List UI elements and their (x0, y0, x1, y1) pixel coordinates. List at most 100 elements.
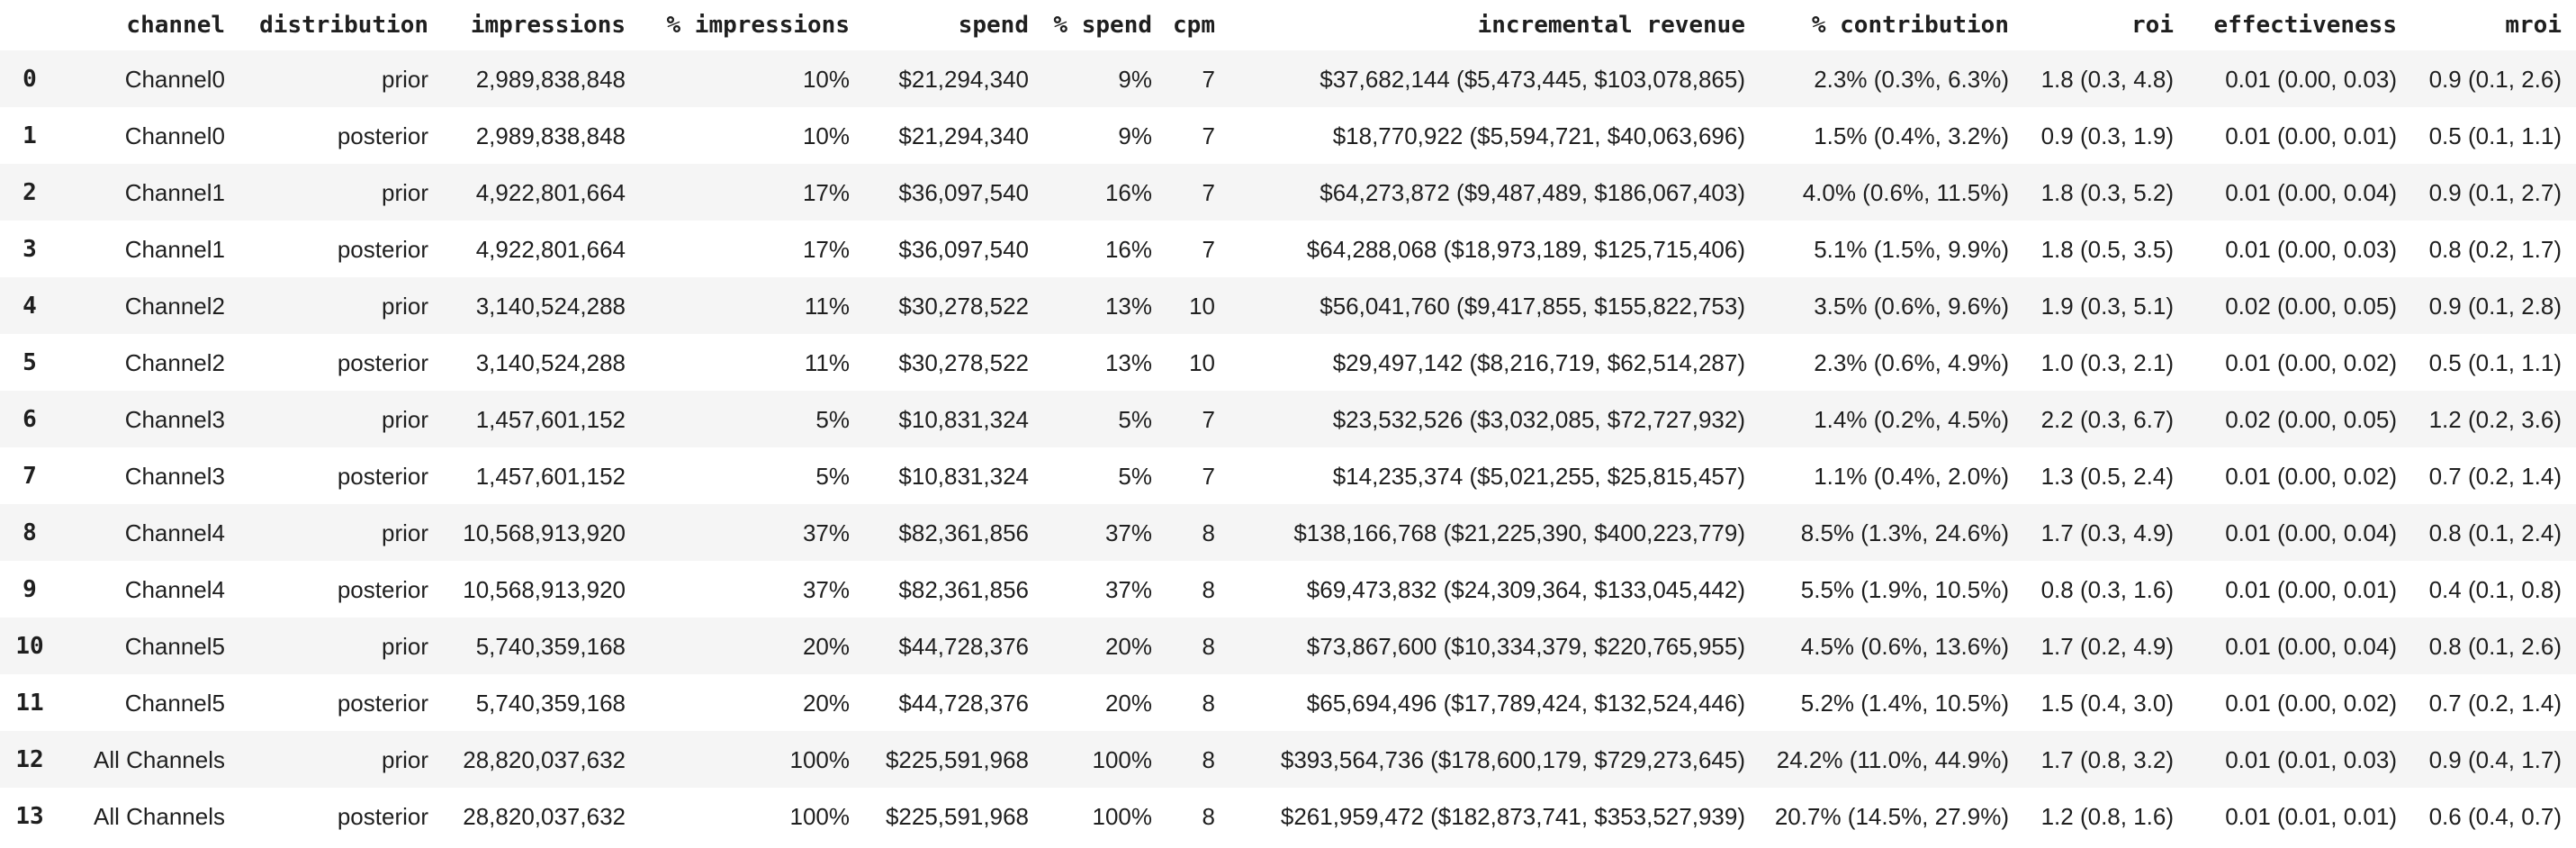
table-cell: 1.1% (0.4%, 2.0%) (1814, 462, 2009, 490)
table-cell: 4.5% (0.6%, 13.6%) (1800, 632, 2009, 660)
table-cell: 3.5% (0.6%, 9.6%) (1814, 292, 2009, 320)
table-cell: $82,361,856 (898, 575, 1029, 603)
table-cell: 10,568,913,920 (463, 575, 626, 603)
table-row: 6 Channel3 prior 1,457,601,152 5% $10,831,324… (0, 391, 2576, 447)
table-cell: Channel0 (124, 122, 225, 149)
row-index: 3 (23, 235, 37, 263)
table-row: 1 Channel0 posterior 2,989,838,848 10% $21,29… (0, 107, 2576, 164)
table-cell: 1.8 (0.3, 5.2) (2040, 178, 2174, 206)
table-cell: 1.2 (0.8, 1.6) (2040, 802, 2174, 830)
table-cell: 28,820,037,632 (463, 745, 626, 773)
table-cell: 0.5 (0.1, 1.1) (2428, 122, 2562, 149)
table-cell: 5.2% (1.4%, 10.5%) (1800, 689, 2009, 717)
index-column-header (0, 0, 59, 50)
table-row: 0 Channel0 prior 2,989,838,848 10% $21,294,34… (0, 50, 2576, 107)
table-cell: Channel1 (124, 235, 225, 263)
table-cell: 0.01 (0.00, 0.04) (2225, 519, 2397, 546)
table-cell: $10,831,324 (898, 405, 1029, 433)
table-cell: $36,097,540 (898, 235, 1029, 263)
table-cell: $65,694,496 ($17,789,424, $132,524,446) (1306, 689, 1745, 717)
table-cell: 17% (802, 235, 850, 263)
table-cell: Channel4 (124, 519, 225, 546)
table-cell: 0.01 (0.00, 0.03) (2225, 235, 2397, 263)
table-cell: $30,278,522 (898, 292, 1029, 320)
table-cell: $64,288,068 ($18,973,189, $125,715,406) (1306, 235, 1745, 263)
table-cell: Channel4 (124, 575, 225, 603)
table-cell: $23,532,526 ($3,032,085, $72,727,932) (1332, 405, 1745, 433)
table-cell: posterior (337, 348, 428, 376)
table-cell: prior (381, 745, 428, 773)
table-cell: $14,235,374 ($5,021,255, $25,815,457) (1332, 462, 1745, 490)
table-cell: 20% (1104, 689, 1152, 717)
table-cell: 9% (1118, 65, 1152, 93)
row-index: 1 (23, 122, 37, 149)
table-row: 10 Channel5 prior 5,740,359,168 20% $44,728,3… (0, 618, 2576, 674)
table-cell: 0.01 (0.01, 0.01) (2225, 802, 2397, 830)
table-cell: 10 (1189, 348, 1215, 376)
header-row: channel distribution impressions % impressi… (0, 0, 2576, 50)
table-cell: 0.01 (0.00, 0.01) (2225, 122, 2397, 149)
table-cell: 0.6 (0.4, 0.7) (2428, 802, 2562, 830)
table-cell: $225,591,968 (885, 745, 1029, 773)
table-cell: 0.01 (0.00, 0.03) (2225, 65, 2397, 93)
row-index: 2 (23, 178, 37, 206)
table-body: 0 Channel0 prior 2,989,838,848 10% $21,294,34… (0, 50, 2576, 844)
table-cell: 8 (1202, 575, 1215, 603)
table-cell: 16% (1104, 235, 1152, 263)
column-header: incremental revenue (1477, 12, 1745, 39)
table-cell: 0.8 (0.2, 1.7) (2428, 235, 2562, 263)
table-cell: 13% (1104, 348, 1152, 376)
table-cell: 1.7 (0.3, 4.9) (2040, 519, 2174, 546)
row-index: 6 (23, 405, 37, 433)
column-header: roi (2131, 12, 2174, 39)
table-cell: posterior (337, 122, 428, 149)
row-index: 7 (23, 462, 37, 490)
table-cell: 1.5% (0.4%, 3.2%) (1814, 122, 2009, 149)
table-cell: 7 (1202, 65, 1215, 93)
table-cell: $225,591,968 (885, 802, 1029, 830)
table-cell: $44,728,376 (898, 689, 1029, 717)
table-cell: 0.9 (0.1, 2.7) (2428, 178, 2562, 206)
table-cell: 8 (1202, 745, 1215, 773)
table-cell: prior (381, 178, 428, 206)
table-row: 13 All Channels posterior 28,820,037,632 100… (0, 788, 2576, 844)
table-cell: 5.5% (1.9%, 10.5%) (1800, 575, 2009, 603)
table-row: 8 Channel4 prior 10,568,913,920 37% $82,361,8… (0, 504, 2576, 561)
table-cell: All Channels (94, 745, 225, 773)
table-cell: Channel2 (124, 292, 225, 320)
table-cell: 0.02 (0.00, 0.05) (2225, 292, 2397, 320)
table-cell: 1.5 (0.4, 3.0) (2040, 689, 2174, 717)
table-cell: posterior (337, 235, 428, 263)
table-cell: Channel5 (124, 689, 225, 717)
column-header: % impressions (666, 12, 851, 39)
table-cell: 20% (1104, 632, 1152, 660)
table-cell: 7 (1202, 405, 1215, 433)
table-cell: 1,457,601,152 (475, 462, 626, 490)
table-cell: 5% (815, 462, 850, 490)
table-cell: 100% (789, 745, 851, 773)
table-cell: 37% (1104, 519, 1152, 546)
table-cell: 5% (815, 405, 850, 433)
table-cell: 0.8 (0.3, 1.6) (2040, 575, 2174, 603)
row-index: 12 (15, 745, 44, 773)
column-header: cpm (1173, 12, 1215, 39)
row-index: 0 (23, 65, 37, 93)
table-row: 7 Channel3 posterior 1,457,601,152 5% $10,831… (0, 447, 2576, 504)
table-cell: posterior (337, 802, 428, 830)
row-index: 5 (23, 348, 37, 376)
table-cell: 4.0% (0.6%, 11.5%) (1802, 178, 2009, 206)
row-index: 13 (15, 802, 44, 830)
row-index: 4 (23, 292, 37, 320)
table-cell: 28,820,037,632 (463, 802, 626, 830)
table-cell: Channel3 (124, 462, 225, 490)
table-cell: $138,166,768 ($21,225,390, $400,223,779) (1293, 519, 1745, 546)
table-cell: 8 (1202, 632, 1215, 660)
table-cell: 1.8 (0.5, 3.5) (2040, 235, 2174, 263)
table-cell: $73,867,600 ($10,334,379, $220,765,955) (1306, 632, 1745, 660)
table-cell: 8.5% (1.3%, 24.6%) (1800, 519, 2009, 546)
table-cell: 17% (802, 178, 850, 206)
table-cell: $82,361,856 (898, 519, 1029, 546)
row-index: 8 (23, 519, 37, 546)
table-cell: 16% (1104, 178, 1152, 206)
table-cell: 5,740,359,168 (475, 632, 626, 660)
